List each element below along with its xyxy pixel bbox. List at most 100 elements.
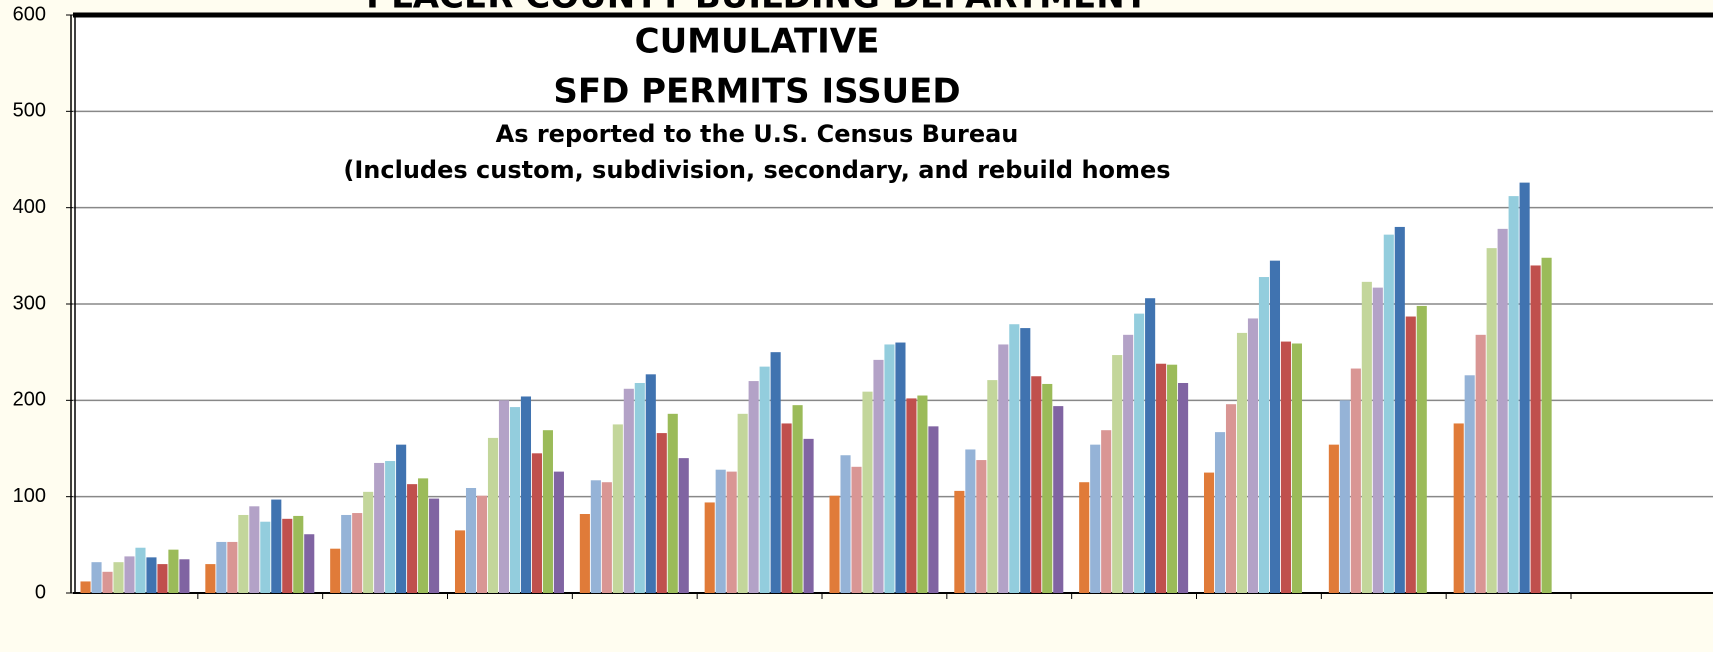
bar: [260, 521, 271, 593]
y-tick-label: 300: [13, 292, 46, 314]
bar: [216, 541, 227, 593]
bar: [1291, 343, 1302, 593]
bar: [829, 495, 840, 593]
chart-title: PLACER COUNTY BUILDING DEPARTMENT: [366, 0, 1148, 17]
bar: [1394, 226, 1405, 593]
bar: [1464, 375, 1475, 593]
bar: [1203, 472, 1215, 593]
bar: [429, 498, 440, 593]
bar: [737, 413, 748, 593]
bar: [1225, 404, 1237, 593]
bar: [124, 556, 135, 593]
bar: [1101, 430, 1112, 593]
bar: [1020, 328, 1031, 593]
bar: [1156, 363, 1167, 593]
chart-title: SFD PERMITS ISSUED: [553, 72, 960, 112]
bar: [792, 405, 803, 593]
bar: [304, 534, 315, 593]
bar: [542, 430, 553, 593]
bar: [341, 514, 352, 593]
bar: [928, 426, 939, 593]
bar: [704, 502, 715, 593]
bar: [135, 547, 146, 593]
bar: [954, 490, 965, 593]
bar: [634, 382, 645, 593]
bar: [271, 499, 282, 593]
bar: [1079, 482, 1090, 593]
bar: [987, 380, 998, 593]
bar: [917, 395, 928, 593]
bar: [579, 514, 590, 593]
bar: [487, 437, 499, 593]
y-tick-label: 100: [13, 485, 46, 507]
bar: [238, 514, 249, 593]
bar: [1269, 260, 1281, 593]
bar: [803, 438, 814, 593]
bar: [1178, 382, 1189, 593]
bar: [645, 374, 656, 593]
bar: [1247, 318, 1259, 593]
bar: [374, 462, 385, 593]
bar: [851, 466, 862, 593]
bar: [227, 541, 238, 593]
bar: [1123, 334, 1134, 593]
bar: [1486, 248, 1497, 594]
bar: [330, 548, 341, 593]
bar: [454, 530, 466, 593]
bar: [1339, 400, 1350, 593]
bar: [465, 487, 477, 593]
bar: [1134, 313, 1145, 593]
bar: [113, 562, 124, 593]
bar: [91, 562, 102, 593]
bar: [840, 455, 851, 593]
bar: [1475, 334, 1486, 593]
bar: [168, 549, 179, 593]
bar: [1497, 228, 1508, 594]
bar: [80, 581, 91, 593]
bar: [1416, 305, 1427, 593]
bar: [998, 344, 1009, 593]
bar: [146, 557, 157, 593]
bar: [612, 424, 623, 593]
bar: [1042, 383, 1053, 593]
bar: [553, 471, 564, 593]
bar: [498, 400, 510, 593]
bar: [770, 352, 781, 593]
bar: [476, 495, 488, 593]
bar: [965, 449, 976, 593]
y-tick-label: 500: [13, 100, 46, 122]
bar: [179, 559, 190, 593]
bar: [748, 381, 759, 593]
bar: [873, 359, 884, 593]
bar: [656, 433, 667, 593]
bar: [1453, 423, 1464, 593]
bar: [1009, 324, 1020, 593]
bar: [781, 423, 792, 593]
bar: [759, 366, 770, 593]
bar: [976, 460, 987, 593]
bar: [1508, 196, 1519, 593]
y-tick-label: 200: [13, 389, 46, 411]
bar: [531, 453, 542, 593]
bar: [1328, 444, 1339, 593]
bar: [862, 391, 873, 593]
bar: [1519, 182, 1530, 593]
bar: [726, 471, 737, 593]
bar: [623, 388, 634, 593]
bar: [293, 515, 304, 593]
y-tick-label: 400: [13, 196, 46, 218]
bar: [509, 407, 521, 593]
chart-subtitle: As reported to the U.S. Census Bureau: [496, 120, 1019, 148]
y-tick-label: 600: [13, 3, 46, 25]
chart-title: CUMULATIVE: [635, 22, 880, 62]
bar: [884, 344, 895, 593]
bar: [102, 571, 113, 593]
bar: [205, 564, 216, 593]
bar: [906, 398, 917, 593]
bar: [363, 491, 374, 593]
bar: [418, 478, 429, 593]
bar: [1361, 281, 1372, 593]
bar: [895, 342, 906, 593]
chart-subtitle: (Includes custom, subdivision, secondary…: [343, 156, 1170, 184]
